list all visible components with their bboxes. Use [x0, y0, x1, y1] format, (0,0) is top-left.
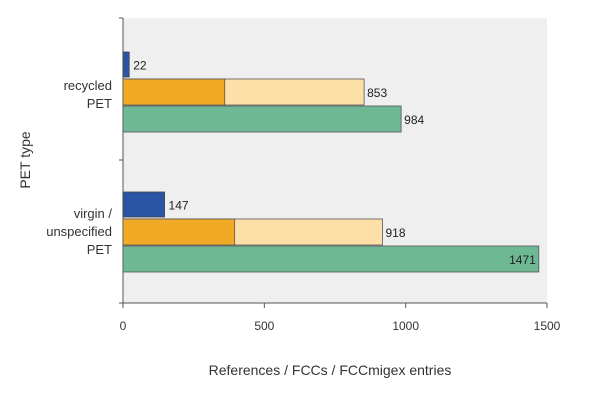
data-label-series-1: 147: [169, 199, 189, 213]
category-label: PET: [87, 242, 112, 257]
bar-series-2: [122, 218, 236, 246]
bar-series-1: [122, 51, 130, 78]
bar-series-1: [122, 191, 165, 218]
category-label: recycled: [64, 78, 112, 93]
data-label-series-1: 22: [133, 59, 147, 73]
category-label: unspecified: [46, 224, 112, 239]
data-label-series-3: 918: [385, 226, 405, 240]
category-label: virgin /: [74, 206, 113, 221]
x-tick-label: 1500: [534, 319, 561, 333]
x-tick-label: 0: [120, 319, 127, 333]
x-axis-title: References / FCCs / FCCmigex entries: [209, 362, 452, 378]
y-axis-title: PET type: [17, 131, 33, 189]
data-label-series-4: 1471: [509, 253, 536, 267]
data-label-series-3: 853: [367, 86, 387, 100]
bar-series-4: [122, 245, 540, 273]
data-label-series-4: 984: [404, 113, 424, 127]
bar-series-2: [122, 78, 226, 106]
x-tick-label: 500: [254, 319, 274, 333]
category-label: PET: [87, 96, 112, 111]
x-tick-label: 1000: [392, 319, 419, 333]
bar-series-4: [122, 105, 402, 133]
